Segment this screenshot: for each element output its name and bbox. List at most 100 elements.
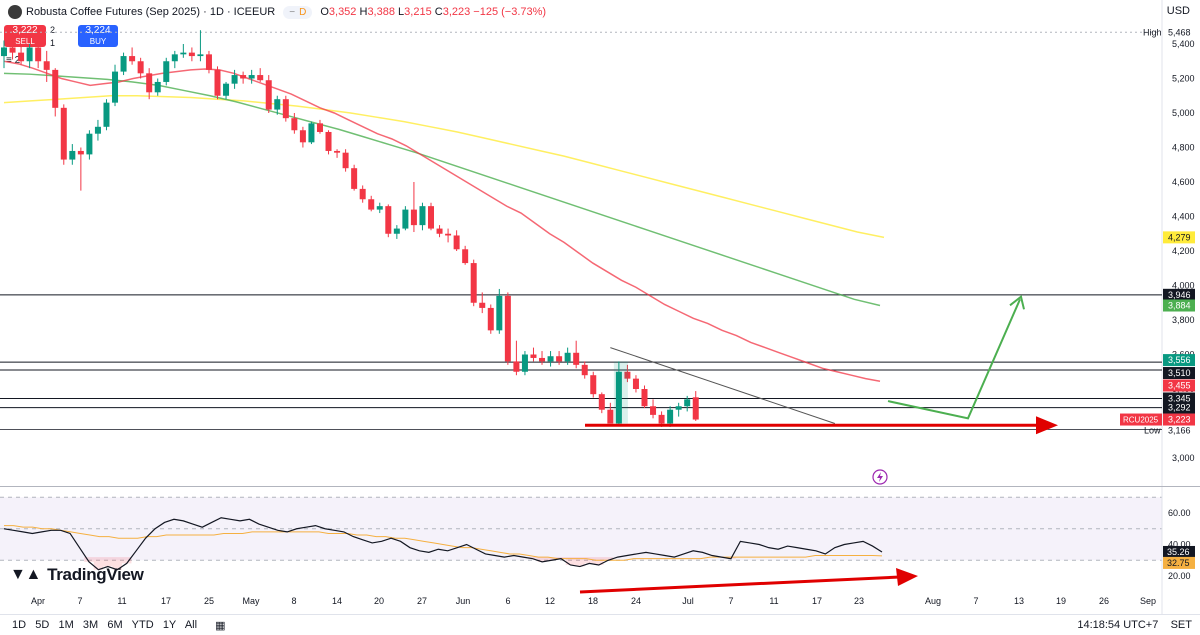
- candle-body: [419, 206, 426, 226]
- candle-body: [171, 54, 178, 62]
- candle-body: [547, 356, 554, 362]
- currency-label[interactable]: USD: [1166, 5, 1190, 17]
- ohlc-readout: O3,352 H3,388 L3,215 C3,223 −125 (−3.73%…: [320, 6, 546, 18]
- candle-body: [590, 375, 597, 395]
- candle-body: [163, 61, 170, 82]
- high-word-label: High: [1143, 27, 1162, 37]
- last-price-label: 3,223: [1168, 415, 1191, 425]
- candle-body: [402, 209, 409, 229]
- candle-body: [521, 354, 528, 372]
- low-value-label: 3,166: [1168, 425, 1191, 435]
- candle-body: [428, 206, 434, 229]
- candle-body: [359, 188, 366, 200]
- level-3946-label-box: [1163, 288, 1195, 301]
- bottom-toolbar: 1D 5D 1M 3M 6M YTD 1Y All ▦ 14:18:54 UTC…: [0, 614, 1200, 635]
- rsi-ma-value-label: 32.75: [1167, 558, 1190, 568]
- timeframe-1y[interactable]: 1Y: [162, 619, 177, 631]
- axis-labels: 5,400 5,200 5,000 4,800 4,600 4,400 4,200 4,000…: [1120, 26, 1195, 581]
- candle-body: [154, 81, 161, 93]
- calendar-icon[interactable]: ▦: [215, 619, 226, 632]
- candle-body: [94, 126, 101, 134]
- timeframe-ytd[interactable]: YTD: [131, 619, 154, 631]
- annotations: [585, 294, 1058, 485]
- candle-body: [274, 99, 281, 110]
- sell-button[interactable]: 3,222 SELL: [4, 25, 46, 47]
- rsi-line: [3, 517, 883, 571]
- time-tick-label: 18: [588, 596, 598, 606]
- timeframe-list: 1D 5D 1M 3M 6M YTD 1Y All: [12, 619, 197, 631]
- candle-body: [453, 235, 460, 250]
- price-tick-label: 5,200: [1172, 74, 1195, 84]
- time-tick-label: 11: [769, 596, 778, 606]
- timeframe-1d[interactable]: 1D: [12, 619, 27, 631]
- candle-body: [257, 75, 264, 81]
- time-tick-label: Apr: [31, 596, 45, 606]
- time-tick-label: 6: [505, 596, 510, 606]
- highlight-box: [613, 361, 628, 424]
- candle-body: [325, 131, 332, 151]
- high-value-label: 5,468: [1168, 27, 1191, 37]
- candle-body: [223, 83, 230, 96]
- level-3510-label: 3,510: [1168, 368, 1191, 378]
- rsi-divergence-arrow-line: [579, 575, 901, 594]
- candle-body: [573, 352, 580, 365]
- symbol-tag-label: RCU2025: [1123, 416, 1159, 425]
- candle-body: [385, 206, 392, 234]
- clock-area: 14:18:54 UTC+7 SET: [1077, 619, 1192, 631]
- candle-body: [60, 107, 67, 160]
- rsi-ma-line: [4, 525, 883, 561]
- time-tick-label: 23: [854, 596, 864, 606]
- green-projection-path: [887, 298, 1021, 420]
- session-label[interactable]: SET: [1170, 619, 1192, 631]
- time-tick-label: Jul: [682, 596, 694, 606]
- candle-body: [607, 409, 614, 424]
- candle-body: [496, 295, 503, 331]
- candle-body: [214, 69, 221, 96]
- timeframe-5d[interactable]: 5D: [35, 619, 50, 631]
- candle-body: [462, 249, 469, 264]
- time-tick-label: May: [242, 596, 260, 606]
- candle-body: [650, 406, 657, 415]
- level-3556-label-box: [1163, 354, 1195, 367]
- candle-body: [308, 123, 315, 143]
- candle-body: [564, 352, 571, 362]
- open-value: 3,352: [328, 6, 357, 18]
- tradingview-brand: ▼▲ TradingView: [10, 565, 144, 585]
- rsi-tick-label: 40.00: [1168, 540, 1191, 550]
- time-tick-label: 25: [204, 596, 214, 606]
- candle-body: [410, 209, 417, 226]
- time-tick-label: Jun: [456, 596, 471, 606]
- symbol-title[interactable]: Robusta Coffee Futures (Sep 2025) · 1D ·…: [26, 6, 276, 18]
- candle-body: [615, 371, 622, 424]
- horizontal-levels: [0, 294, 1162, 430]
- candle-body: [129, 56, 136, 62]
- level-3292-label-box: [1163, 401, 1195, 414]
- timeframe-6m[interactable]: 6M: [107, 619, 123, 631]
- low-key: L: [398, 6, 405, 18]
- quantity-readout[interactable]: ≡ 2: [6, 55, 21, 66]
- clock-readout[interactable]: 14:18:54 UTC+7: [1077, 619, 1159, 631]
- price-tick-label: 4,800: [1172, 143, 1195, 153]
- candle-body: [52, 69, 59, 108]
- time-tick-label: 19: [1056, 596, 1066, 606]
- symbol-logo-icon: [8, 5, 22, 19]
- interval-pill[interactable]: − D: [283, 5, 313, 19]
- candle-body: [180, 52, 187, 55]
- pane-separator[interactable]: [0, 486, 1200, 487]
- change-value: −125 (−3.73%): [473, 6, 547, 18]
- timeframe-3m[interactable]: 3M: [82, 619, 99, 631]
- time-tick-label: 17: [812, 596, 822, 606]
- symbol-header: Robusta Coffee Futures (Sep 2025) · 1D ·…: [0, 0, 1160, 24]
- buy-price: 3,224: [85, 25, 111, 36]
- sell-price: 3,222: [12, 25, 38, 36]
- timeframe-all[interactable]: All: [184, 619, 198, 631]
- rsi-pane-band: [0, 496, 1162, 561]
- price-tick-label: 4,400: [1172, 212, 1195, 222]
- timeframe-1m[interactable]: 1M: [58, 619, 74, 631]
- buy-button[interactable]: 3,224 BUY: [78, 25, 118, 47]
- time-tick-label: Aug: [925, 596, 941, 606]
- candle-body: [69, 150, 76, 160]
- price-tick-label: 4,600: [1172, 177, 1195, 187]
- tradingview-logo-icon: ▼▲: [10, 566, 42, 583]
